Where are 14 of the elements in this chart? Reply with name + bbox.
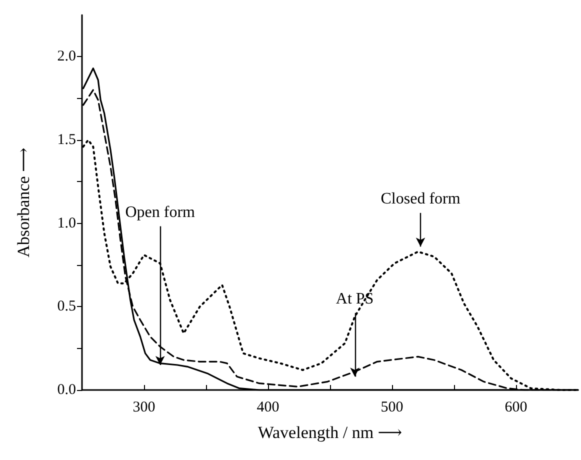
y-tick-label: 0.0: [57, 382, 76, 398]
x-tick-label: 600: [504, 400, 528, 416]
y-tick-label: 1.5: [57, 132, 76, 148]
annotation: Closed form: [380, 190, 461, 208]
x-tick-label: 500: [380, 400, 404, 416]
x-tick-label: 400: [256, 400, 280, 416]
y-tick-label: 1.0: [57, 215, 76, 232]
y-tick-label: 0.5: [57, 298, 76, 315]
annotation: At PS: [336, 290, 374, 308]
x-tick-label: 300: [132, 400, 156, 416]
y-tick-label: 2.0: [57, 48, 76, 65]
annotation: Open form: [125, 204, 196, 221]
y-axis-title: Absorbance ⟶: [14, 148, 33, 258]
x-axis-title: Wavelength / nm ⟶: [258, 423, 402, 442]
